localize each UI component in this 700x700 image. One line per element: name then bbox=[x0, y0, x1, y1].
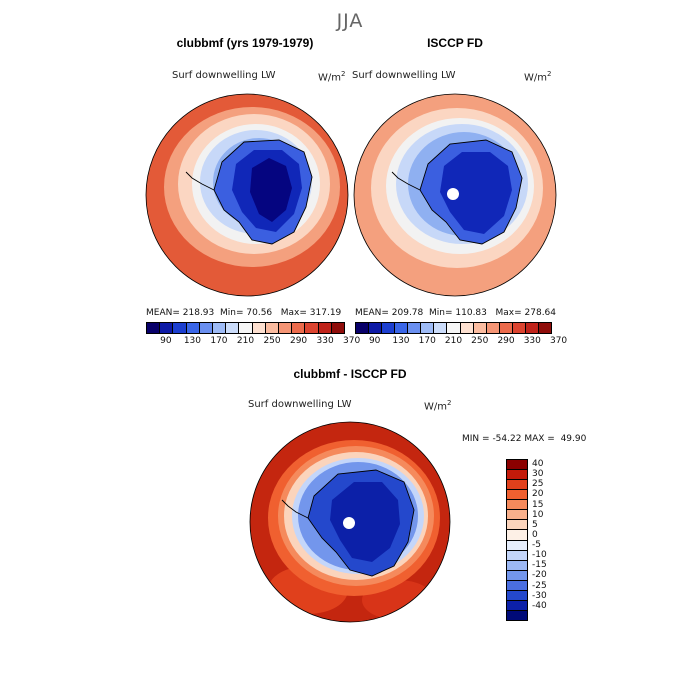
colorbar-tick-label: -40 bbox=[532, 600, 547, 611]
diff-colorbar-labels: 40 30 25 20 15 10 5 0 -5 -10 -15 -20 -25 -30 -40 bbox=[532, 459, 572, 621]
colorbar-swatch bbox=[395, 323, 409, 333]
colorbar-swatch bbox=[292, 323, 306, 333]
colorbar-swatch bbox=[538, 323, 551, 333]
panel2-units: W/m2 bbox=[524, 70, 552, 84]
colorbar-tick-label: 10 bbox=[532, 509, 544, 520]
colorbar-swatch bbox=[507, 550, 527, 561]
colorbar-swatch bbox=[507, 590, 527, 601]
colorbar-swatch bbox=[507, 520, 527, 531]
colorbar-swatch bbox=[356, 323, 370, 333]
main-title: JJA bbox=[336, 10, 364, 32]
colorbar-tick-label: 250 bbox=[471, 336, 489, 346]
colorbar-swatch bbox=[239, 323, 253, 333]
colorbar-swatch bbox=[507, 500, 527, 511]
colorbar-tick-label: 0 bbox=[532, 529, 538, 540]
colorbar-swatch bbox=[279, 323, 293, 333]
panel2-stats: MEAN= 209.78 Min= 110.83 Max= 278.64 bbox=[355, 308, 557, 318]
panel1-colorbar-labels: 90 130 170 210 250 290 330 370 bbox=[146, 336, 360, 348]
colorbar-swatch bbox=[421, 323, 435, 333]
panel1-colorbar bbox=[146, 322, 345, 334]
colorbar-tick-label: 40 bbox=[532, 459, 544, 470]
colorbar-swatch bbox=[213, 323, 227, 333]
colorbar-swatch bbox=[447, 323, 461, 333]
colorbar-tick-label: -15 bbox=[532, 560, 547, 571]
colorbar-swatch bbox=[507, 460, 527, 471]
diff-variable-label: Surf downwelling LW bbox=[248, 399, 352, 410]
panel2-colorbar-labels: 90 130 170 210 250 290 330 370 bbox=[355, 336, 567, 348]
colorbar-tick-label: 5 bbox=[532, 519, 538, 530]
colorbar-swatch bbox=[147, 323, 161, 333]
panel2-title: ISCCP FD bbox=[427, 36, 483, 50]
colorbar-swatch bbox=[434, 323, 448, 333]
colorbar-tick-label: 130 bbox=[392, 336, 410, 346]
colorbar-swatch bbox=[507, 570, 527, 581]
colorbar-swatch bbox=[305, 323, 319, 333]
colorbar-tick-label: 20 bbox=[532, 489, 544, 500]
colorbar-swatch bbox=[507, 580, 527, 591]
colorbar-swatch bbox=[486, 323, 500, 333]
colorbar-swatch bbox=[408, 323, 422, 333]
colorbar-tick-label: 210 bbox=[444, 336, 463, 346]
colorbar-swatch bbox=[473, 323, 487, 333]
diff-colorbar bbox=[506, 459, 528, 621]
colorbar-tick-label: -20 bbox=[532, 570, 547, 581]
colorbar-swatch bbox=[173, 323, 187, 333]
colorbar-swatch bbox=[507, 510, 527, 521]
colorbar-swatch bbox=[507, 560, 527, 571]
colorbar-swatch bbox=[265, 323, 280, 333]
colorbar-tick-label: -10 bbox=[532, 550, 547, 561]
panel2-colorbar bbox=[355, 322, 552, 334]
colorbar-tick-label: 290 bbox=[289, 336, 308, 346]
panel2-map bbox=[353, 93, 557, 297]
colorbar-swatch bbox=[507, 530, 527, 541]
panel1-stats: MEAN= 218.93 Min= 70.56 Max= 317.19 bbox=[146, 308, 342, 318]
colorbar-tick-label: 370 bbox=[343, 336, 361, 346]
colorbar-swatch bbox=[525, 323, 539, 333]
colorbar-swatch bbox=[507, 490, 527, 501]
colorbar-tick-label: 330 bbox=[523, 336, 541, 346]
colorbar-swatch bbox=[507, 540, 527, 551]
colorbar-swatch bbox=[507, 480, 527, 491]
colorbar-swatch bbox=[252, 323, 266, 333]
colorbar-tick-label: 30 bbox=[532, 469, 544, 480]
colorbar-swatch bbox=[160, 323, 174, 333]
colorbar-tick-label: 290 bbox=[497, 336, 515, 346]
panel1-title: clubbmf (yrs 1979-1979) bbox=[176, 36, 314, 50]
colorbar-swatch bbox=[499, 323, 513, 333]
colorbar-tick-label: 210 bbox=[236, 336, 255, 346]
colorbar-tick-label: 170 bbox=[210, 336, 228, 346]
colorbar-tick-label: 90 bbox=[160, 336, 172, 346]
diff-stats: MIN = -54.22 MAX = 49.90 bbox=[462, 434, 587, 444]
colorbar-swatch bbox=[507, 470, 527, 481]
colorbar-swatch bbox=[507, 600, 527, 611]
panel2-variable-label: Surf downwelling LW bbox=[352, 70, 456, 81]
colorbar-tick-label: -25 bbox=[532, 580, 547, 591]
colorbar-swatch bbox=[512, 323, 526, 333]
colorbar-swatch bbox=[382, 323, 396, 333]
panel1-map bbox=[145, 93, 349, 297]
panel1-variable-label: Surf downwelling LW bbox=[172, 70, 276, 81]
colorbar-tick-label: 25 bbox=[532, 479, 544, 490]
panel1-units: W/m2 bbox=[318, 70, 346, 84]
colorbar-tick-label: 90 bbox=[368, 336, 381, 346]
colorbar-swatch bbox=[199, 323, 214, 333]
colorbar-tick-label: 170 bbox=[418, 336, 436, 346]
diff-title: clubbmf - ISCCP FD bbox=[293, 367, 407, 381]
colorbar-swatch bbox=[186, 323, 200, 333]
colorbar-tick-label: -5 bbox=[532, 540, 541, 551]
diff-map bbox=[249, 421, 451, 623]
colorbar-swatch bbox=[507, 610, 527, 620]
colorbar-swatch bbox=[226, 323, 240, 333]
colorbar-swatch bbox=[369, 323, 383, 333]
colorbar-tick-label: -30 bbox=[532, 590, 547, 601]
colorbar-swatch bbox=[460, 323, 474, 333]
colorbar-swatch bbox=[318, 323, 332, 333]
colorbar-tick-label: 130 bbox=[183, 336, 202, 346]
colorbar-tick-label: 15 bbox=[532, 499, 544, 510]
colorbar-swatch bbox=[331, 323, 345, 333]
diff-units: W/m2 bbox=[424, 399, 452, 413]
colorbar-tick-label: 250 bbox=[263, 336, 281, 346]
colorbar-tick-label: 330 bbox=[316, 336, 334, 346]
colorbar-tick-label: 370 bbox=[549, 336, 568, 346]
